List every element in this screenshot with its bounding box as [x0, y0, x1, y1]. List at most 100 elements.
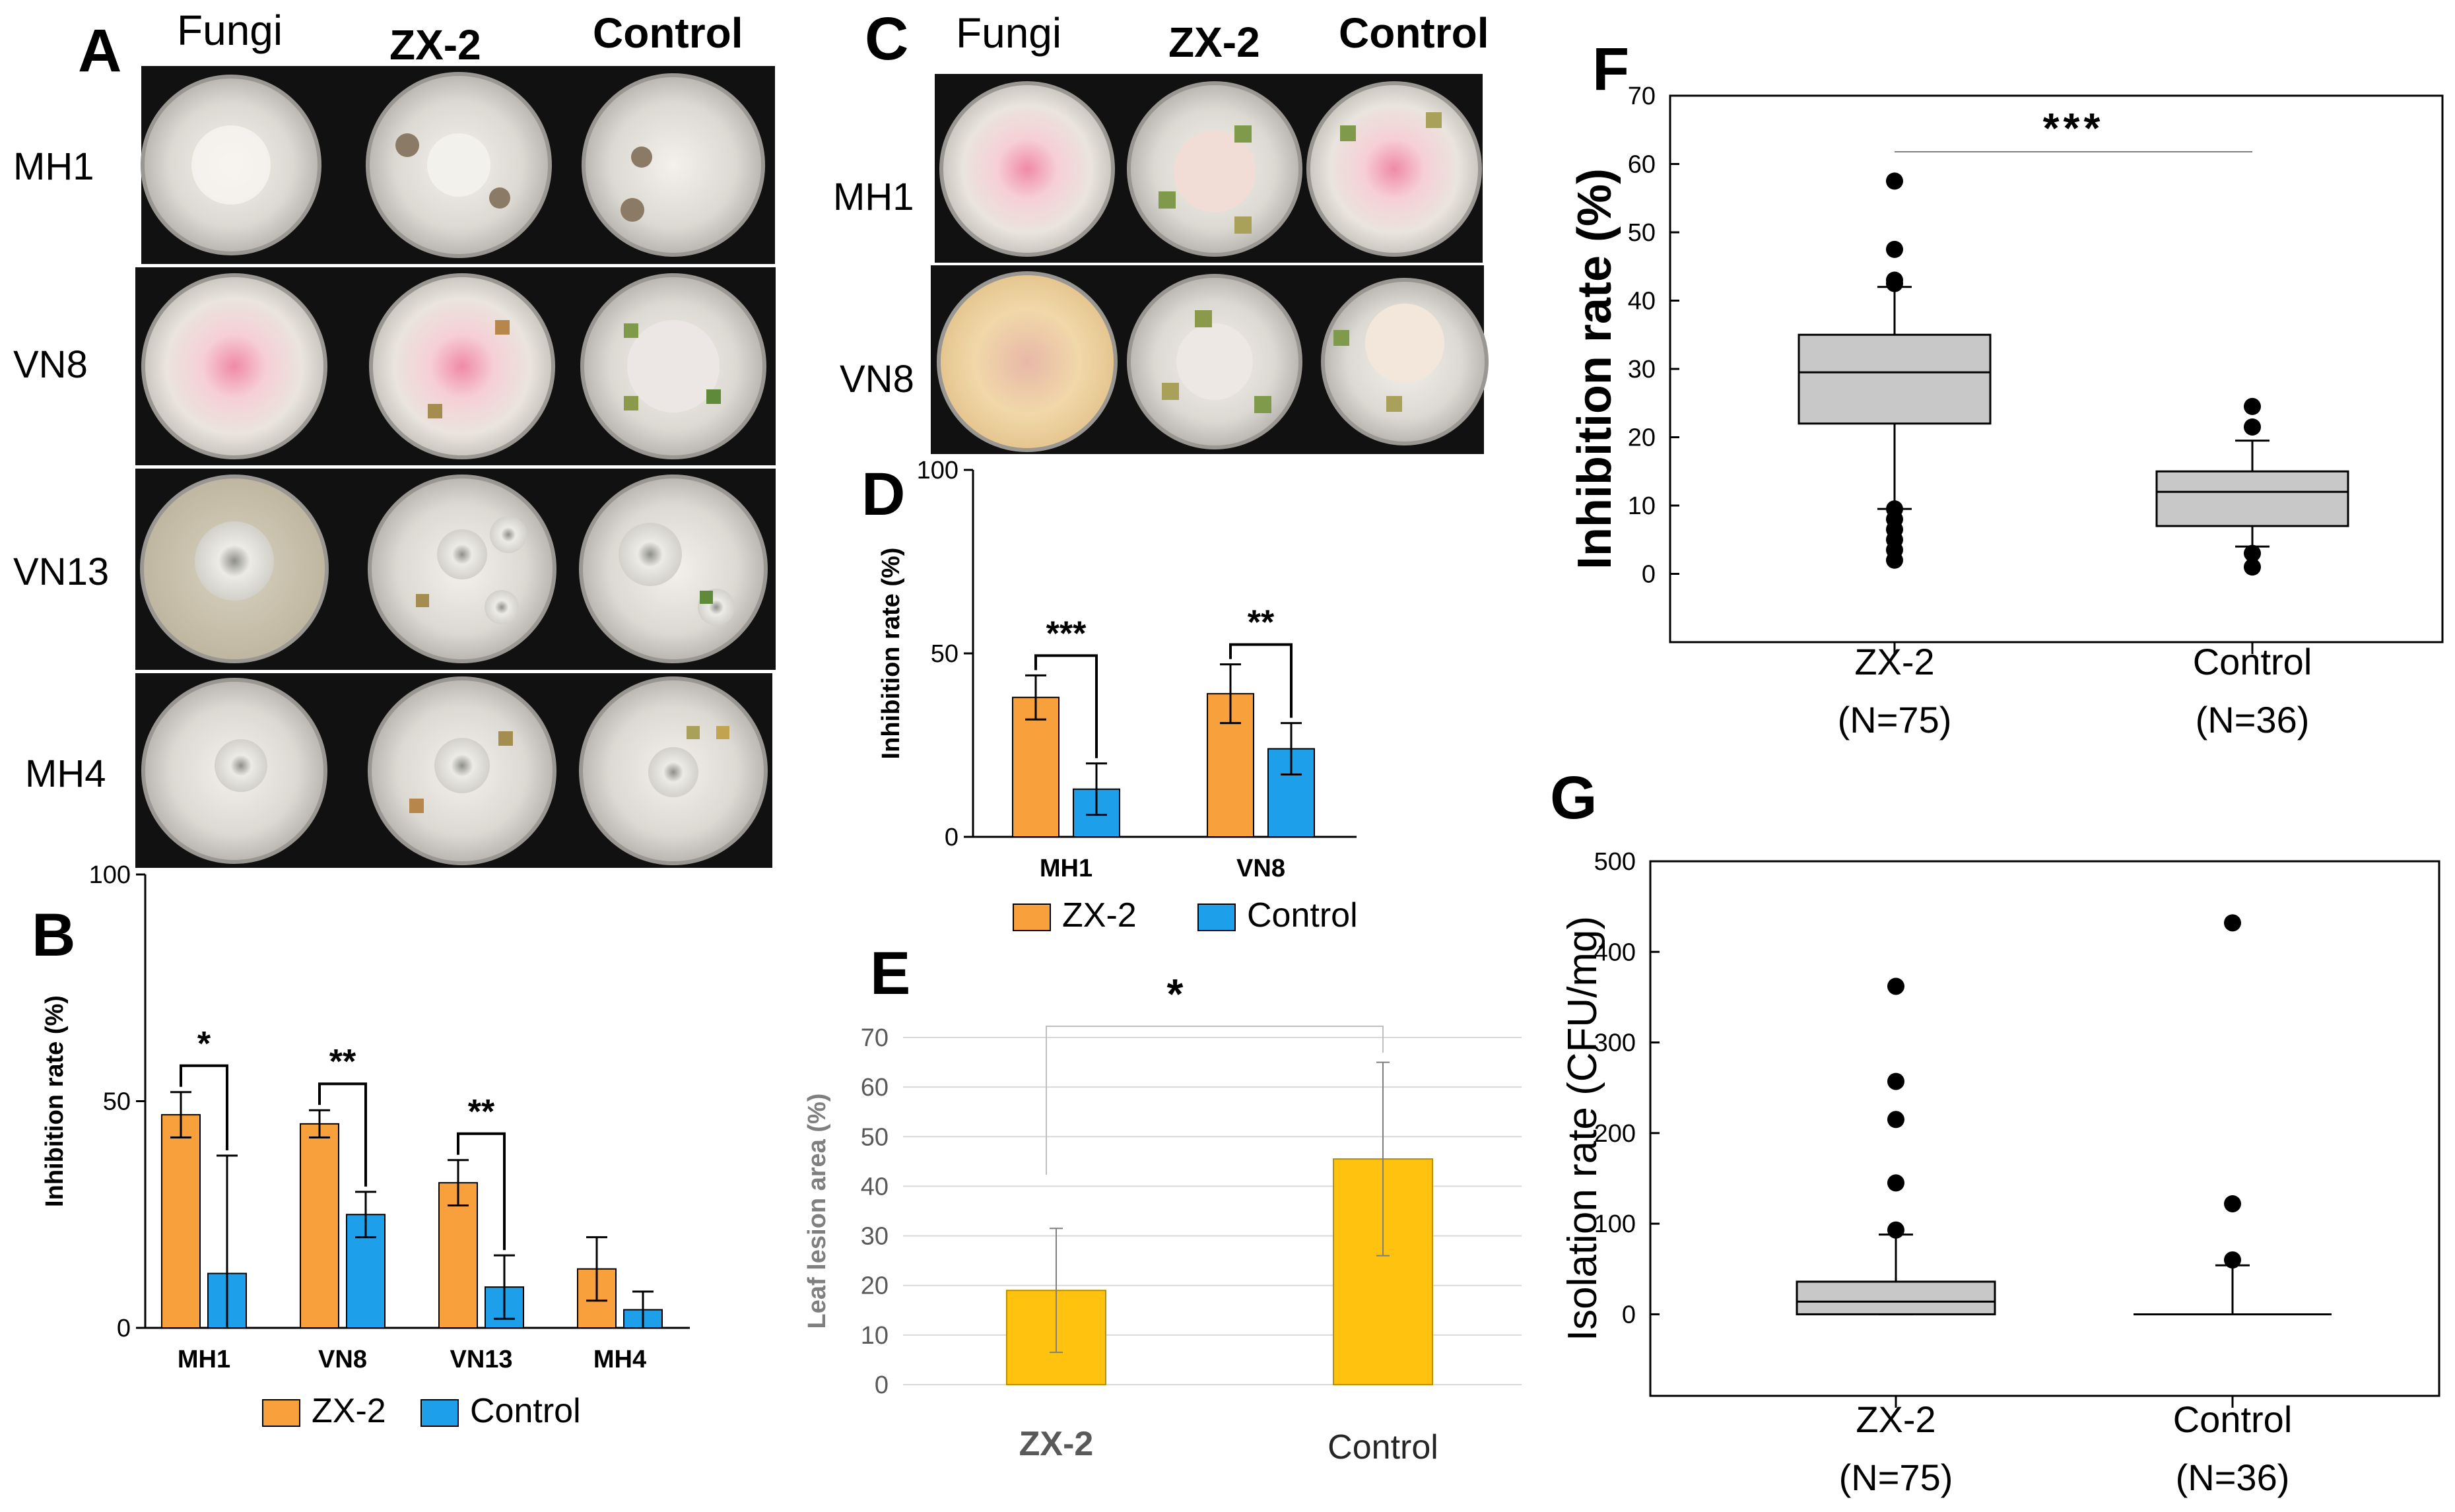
- x-tick-label: VN8: [1236, 855, 1285, 882]
- y-tick-label: 40: [1628, 288, 1656, 315]
- x-tick-label: Control: [1328, 1428, 1438, 1466]
- bar-zx2: [438, 1182, 478, 1329]
- chart-f: F 0 10 20 30 40 50 60 70 Inhibition rate (%) ZX-2…: [1568, 36, 2444, 740]
- panel-label-g: G: [1550, 764, 1597, 832]
- x-tick-label: ZX-2: [1854, 641, 1934, 682]
- x-tick-label: MH1: [1040, 855, 1093, 882]
- bar-zx2: [1012, 696, 1059, 838]
- x-tick-n: (N=36): [2196, 699, 2310, 740]
- plate: [939, 81, 1115, 257]
- box: [1796, 1280, 1996, 1315]
- chart-e: E 0 10 20 30 40 50 60 70 Leaf lesion area (%) ZX-…: [803, 940, 1522, 1466]
- outlier-point: [1886, 172, 1903, 190]
- plate: [937, 271, 1118, 452]
- panel-c: C Fungi ZX-2 Control MH1 VN8: [833, 5, 1489, 454]
- y-axis-label: Leaf lesion area (%): [803, 1094, 831, 1329]
- y-axis-label: Inhibition rate (%): [41, 995, 69, 1207]
- panel-label-f: F: [1592, 36, 1629, 103]
- x-tick-label: Control: [2173, 1398, 2293, 1440]
- box: [2155, 470, 2349, 527]
- plate: [1306, 81, 1482, 257]
- outlier-point: [2244, 558, 2261, 576]
- legend-swatch-control: [1197, 904, 1236, 931]
- significance-label: *: [1167, 970, 1184, 1018]
- panel-label-c: C: [865, 5, 908, 73]
- row-label-vn13: VN13: [13, 550, 109, 593]
- header-zx2-c: ZX-2: [1168, 18, 1260, 66]
- y-tick-label: 70: [1628, 82, 1656, 110]
- header-control-c: Control: [1339, 9, 1489, 57]
- y-axis-label: Inhibition rate (%): [877, 548, 905, 760]
- significance-label: **: [329, 1043, 356, 1081]
- row-label-mh1: MH1: [13, 145, 94, 188]
- row-label-vn8: VN8: [13, 343, 88, 386]
- y-tick-label: 60: [1628, 151, 1656, 179]
- y-tick-label: 500: [1594, 848, 1636, 876]
- header-zx2: ZX-2: [389, 21, 481, 69]
- y-tick-label: 100: [917, 457, 958, 484]
- x-tick-n: (N=36): [2176, 1457, 2290, 1498]
- significance-bracket: [1034, 654, 1098, 758]
- legend-swatch-zx2: [1013, 904, 1051, 931]
- y-tick-label: 70: [861, 1024, 889, 1052]
- plate: [582, 73, 765, 257]
- chart-g: G 0 100 200 300 400 500 Isolation rate (CFU/mg…: [1550, 764, 2440, 1498]
- chart-d: D 0 50 100 Inhibition rate (%) MH1 *** VN8 ** ZX…: [861, 457, 1358, 935]
- significance-bracket: [1229, 643, 1293, 718]
- significance-label: **: [1248, 604, 1275, 642]
- y-tick-label: 20: [1628, 424, 1656, 452]
- outlier-point: [2244, 544, 2261, 562]
- legend-label-zx2: ZX-2: [1062, 896, 1137, 935]
- y-axis-label: Inhibition rate (%): [1568, 168, 1621, 570]
- legend-swatch-control: [420, 1399, 459, 1427]
- y-tick-label: 50: [861, 1123, 889, 1151]
- legend-label-control: Control: [1247, 896, 1358, 935]
- y-tick-label: 30: [861, 1223, 889, 1251]
- y-tick-label: 30: [1628, 356, 1656, 383]
- outlier-point: [1887, 1221, 1904, 1239]
- y-tick-label: 0: [117, 1315, 131, 1342]
- panel-label-b: B: [32, 902, 75, 969]
- box: [1798, 333, 1992, 425]
- header-fungi-c: Fungi: [956, 9, 1061, 57]
- outlier-point: [1887, 1174, 1904, 1192]
- y-tick-label: 300: [1594, 1030, 1636, 1057]
- y-tick-label: 50: [1628, 219, 1656, 247]
- outlier-point: [2244, 418, 2261, 436]
- row-label-mh4: MH4: [25, 752, 106, 795]
- y-tick-label: 0: [945, 824, 958, 851]
- y-tick-label: 50: [103, 1088, 131, 1116]
- x-tick-label: VN8: [318, 1346, 367, 1373]
- significance-label: **: [468, 1093, 495, 1131]
- row-label-vn8-c: VN8: [840, 358, 914, 401]
- bar-zx2: [161, 1114, 201, 1329]
- y-tick-label: 0: [1642, 561, 1656, 589]
- outlier-point: [1887, 1072, 1904, 1090]
- row-label-mh1-c: MH1: [833, 176, 914, 218]
- x-tick-n: (N=75): [1838, 699, 1952, 740]
- panel-label-d: D: [861, 461, 905, 528]
- plot-frame: [1669, 94, 2444, 643]
- significance-bracket: [457, 1132, 506, 1251]
- outlier-point: [2224, 914, 2241, 932]
- significance-bracket: [318, 1082, 367, 1187]
- y-tick-label: 20: [861, 1272, 889, 1300]
- y-tick-label: 400: [1594, 938, 1636, 966]
- x-tick-label: VN13: [450, 1346, 512, 1373]
- outlier-point: [1886, 275, 1903, 292]
- header-fungi: Fungi: [177, 7, 283, 54]
- chart-b: B 0 50 100 Inhibition rate (%) MH1 * VN8 ** VN13…: [32, 861, 690, 1430]
- y-tick-label: 0: [875, 1371, 889, 1399]
- legend-swatch-zx2: [262, 1399, 300, 1427]
- y-tick-label: 40: [861, 1173, 889, 1200]
- significance-label: ***: [2043, 104, 2104, 152]
- significance-label: ***: [1046, 614, 1087, 653]
- x-tick-label: ZX-2: [1856, 1398, 1935, 1440]
- header-control: Control: [593, 9, 743, 57]
- outlier-point: [1886, 551, 1903, 569]
- x-tick-n: (N=75): [1839, 1457, 1953, 1498]
- y-tick-label: 200: [1594, 1120, 1636, 1148]
- legend-label-zx2: ZX-2: [312, 1392, 386, 1430]
- outlier-point: [2244, 397, 2261, 415]
